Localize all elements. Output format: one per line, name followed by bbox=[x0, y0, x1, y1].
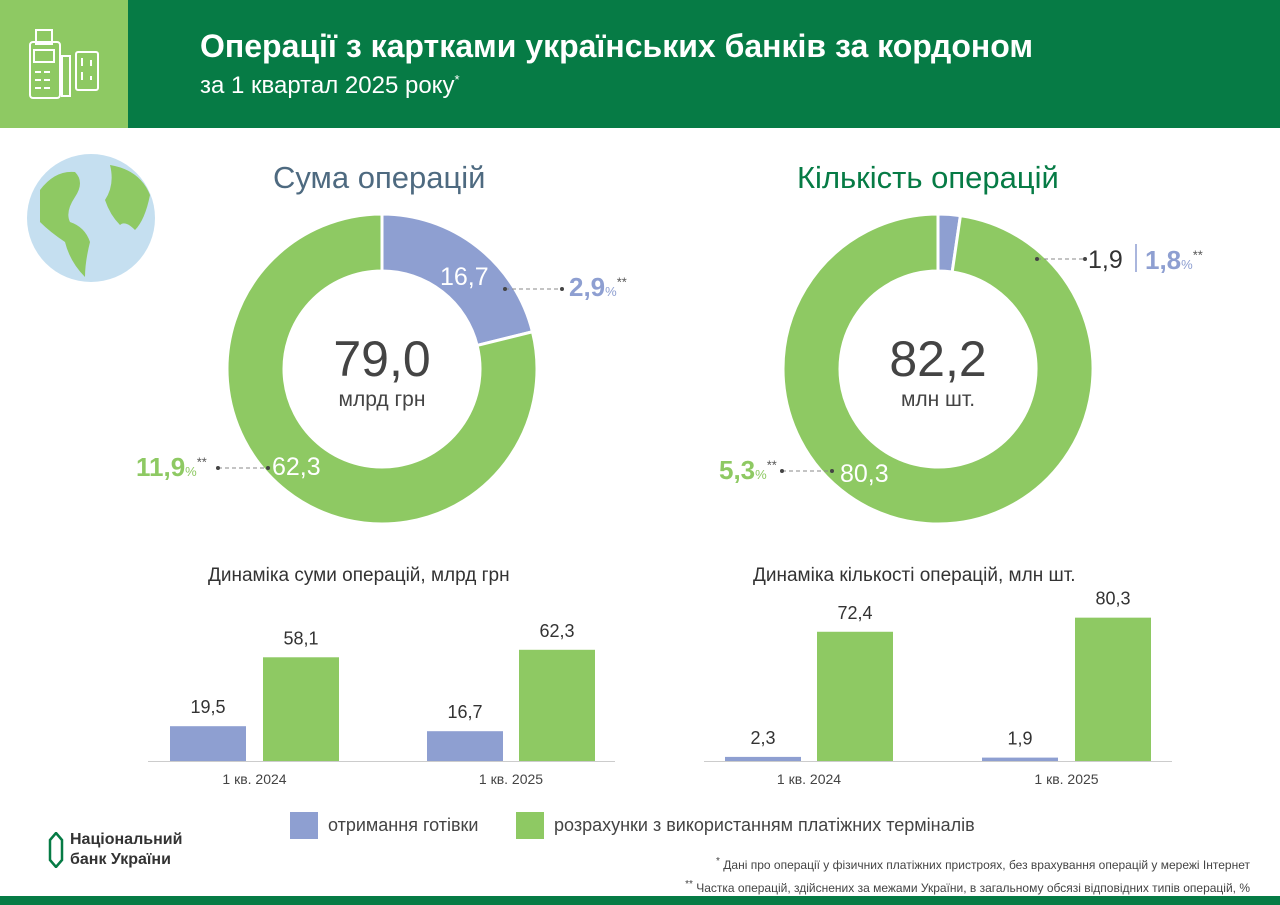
unit-count: млн шт. bbox=[900, 388, 976, 411]
donut-slice-terminals bbox=[225, 212, 539, 526]
x-tick-label: 1 кв. 2024 bbox=[222, 771, 286, 787]
donut-label-terminal-sum: 62,3 bbox=[272, 453, 321, 481]
legend-swatch-terminals bbox=[516, 812, 544, 839]
total-sum: 79,0 bbox=[333, 331, 431, 387]
share-cash-count: 1,8%** bbox=[1145, 245, 1203, 275]
leader-dot bbox=[1083, 257, 1087, 261]
donut-title-sum: Сума операцій bbox=[273, 160, 486, 195]
nbu-logo: Національний банк України bbox=[48, 830, 182, 870]
bar-value-label: 62,3 bbox=[539, 621, 574, 641]
bar-value-label: 72,4 bbox=[837, 603, 872, 623]
legend-cash: отримання готівки bbox=[290, 812, 478, 839]
donut-slice-terminals bbox=[781, 212, 1095, 526]
donut-center-sum: 79,0 млрд грн bbox=[302, 330, 462, 412]
footnote-1: * Дані про операції у фізичних платіжних… bbox=[716, 856, 1250, 872]
leader-dot bbox=[560, 287, 564, 291]
share-terminal-sum: 11,9%** bbox=[136, 452, 207, 482]
share-cash-sum: 2,9%** bbox=[569, 272, 627, 302]
x-tick-label: 1 кв. 2025 bbox=[1034, 771, 1098, 787]
bar-cash bbox=[427, 731, 503, 761]
bar-value-label: 2,3 bbox=[750, 728, 775, 748]
bar-title-count: Динаміка кількості операцій, млн шт. bbox=[753, 565, 1076, 586]
donut-label-cash-sum: 16,7 bbox=[440, 263, 489, 291]
total-count: 82,2 bbox=[889, 331, 987, 387]
x-tick-label: 1 кв. 2025 bbox=[479, 771, 543, 787]
bar-value-label: 1,9 bbox=[1007, 729, 1032, 749]
bar-value-label: 16,7 bbox=[447, 702, 482, 722]
donut-center-count: 82,2 млн шт. bbox=[858, 330, 1018, 412]
leader-dot bbox=[266, 466, 270, 470]
bar-cash bbox=[725, 756, 801, 761]
page-subtitle: за 1 квартал 2025 року* bbox=[200, 72, 460, 99]
legend-terminals: розрахунки з використанням платіжних тер… bbox=[516, 812, 975, 839]
bar-value-label: 58,1 bbox=[283, 628, 318, 648]
footer-bar bbox=[0, 896, 1280, 905]
bar-cash bbox=[170, 726, 246, 761]
leader-dot bbox=[1035, 257, 1039, 261]
leader-dot bbox=[780, 469, 784, 473]
bar-value-label: 80,3 bbox=[1095, 589, 1130, 609]
share-terminal-count: 5,3%** bbox=[719, 455, 777, 485]
leader-dot bbox=[503, 287, 507, 291]
x-tick-label: 1 кв. 2024 bbox=[777, 771, 841, 787]
bar-terminals bbox=[1075, 617, 1151, 761]
donut-title-count: Кількість операцій bbox=[797, 160, 1059, 195]
globe-icon bbox=[27, 154, 155, 282]
donut-label-terminal-count: 80,3 bbox=[840, 460, 889, 488]
bar-value-label: 19,5 bbox=[190, 697, 225, 717]
nbu-logo-icon bbox=[48, 832, 64, 868]
legend-swatch-cash bbox=[290, 812, 318, 839]
bar-terminals bbox=[519, 649, 595, 761]
bar-terminals bbox=[263, 657, 339, 761]
unit-sum: млрд грн bbox=[338, 388, 426, 411]
footnote-2: ** Частка операцій, здійснених за межами… bbox=[685, 879, 1250, 895]
leader-dot bbox=[216, 466, 220, 470]
footnotes: * Дані про операції у фізичних платіжних… bbox=[685, 852, 1250, 898]
page-title: Операції з картками українських банків з… bbox=[200, 28, 1033, 64]
bar-terminals bbox=[817, 631, 893, 761]
divider bbox=[1135, 244, 1137, 272]
bar-title-sum: Динаміка суми операцій, млрд грн bbox=[208, 565, 510, 586]
leader-dot bbox=[830, 469, 834, 473]
pos-terminal-card-icon bbox=[0, 0, 128, 128]
header bbox=[0, 0, 1280, 128]
bar-cash bbox=[982, 757, 1058, 761]
donut-label-cash-count: 1,9 bbox=[1088, 246, 1123, 274]
